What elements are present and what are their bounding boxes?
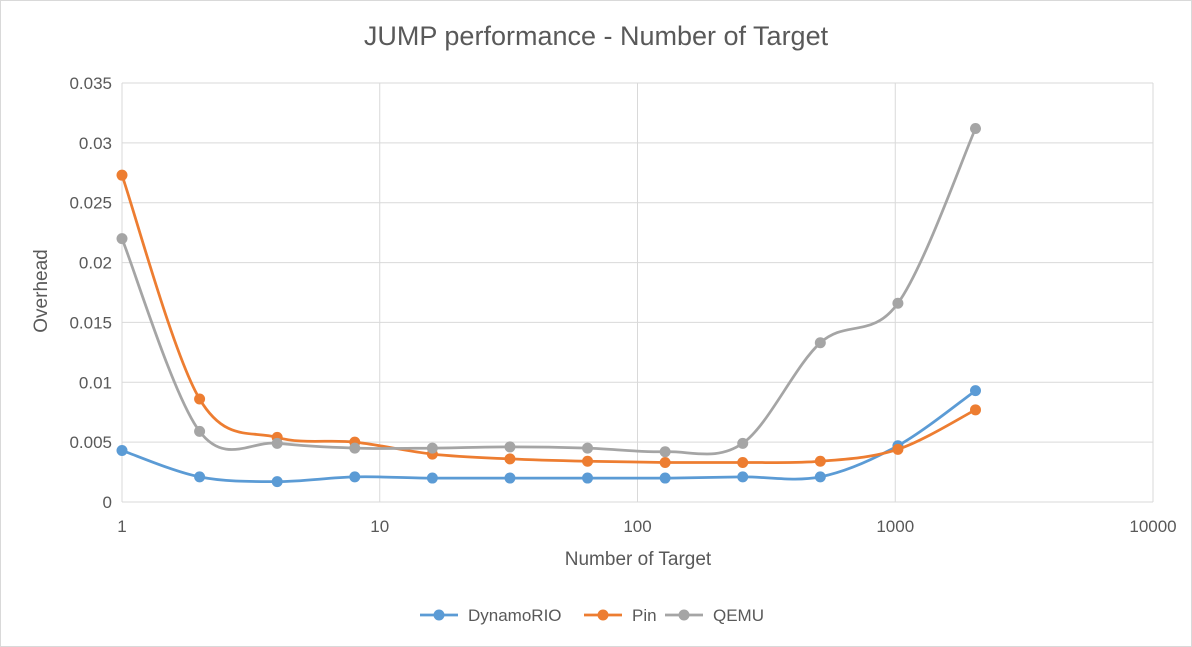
legend-label: Pin	[632, 606, 657, 625]
data-point	[116, 445, 128, 457]
y-tick-label: 0	[103, 493, 112, 512]
data-point	[737, 437, 749, 449]
data-point	[814, 471, 826, 483]
data-point	[814, 455, 826, 467]
series-pin	[116, 169, 981, 468]
data-point	[194, 471, 206, 483]
data-point	[194, 425, 206, 437]
legend: DynamoRIO Pin QEMU	[420, 606, 764, 625]
y-tick-label: 0.01	[79, 373, 112, 392]
series-line-dynamorio	[120, 389, 977, 483]
gridlines	[121, 82, 1154, 503]
data-point	[737, 456, 749, 468]
data-point	[349, 442, 361, 454]
data-point	[426, 472, 438, 484]
y-tick-label: 0.035	[69, 74, 112, 93]
data-point	[426, 442, 438, 454]
x-tick-label: 10000	[1129, 517, 1176, 536]
data-point	[659, 472, 671, 484]
legend-swatch-marker	[433, 609, 445, 621]
data-point	[504, 453, 516, 465]
x-axis-ticks: 1 10 100 1000 10000	[117, 517, 1176, 536]
data-point	[659, 446, 671, 458]
legend-label: DynamoRIO	[468, 606, 562, 625]
y-tick-label: 0.015	[69, 313, 112, 332]
data-point	[271, 476, 283, 488]
data-point	[969, 122, 981, 134]
y-axis-label: Overhead	[31, 249, 52, 332]
data-point	[737, 471, 749, 483]
data-point	[969, 385, 981, 397]
x-tick-label: 100	[623, 517, 651, 536]
series-line-pin	[120, 173, 977, 465]
data-point	[271, 437, 283, 449]
data-point	[116, 169, 128, 181]
series-group	[116, 122, 981, 488]
data-point	[814, 337, 826, 349]
data-point	[659, 456, 671, 468]
data-point	[582, 455, 594, 467]
data-point	[504, 472, 516, 484]
data-point	[892, 297, 904, 309]
y-tick-label: 0.005	[69, 433, 112, 452]
legend-label: QEMU	[713, 606, 764, 625]
legend-swatch-marker	[678, 609, 690, 621]
data-point	[892, 443, 904, 455]
data-point	[194, 393, 206, 405]
y-axis-ticks: 0 0.005 0.01 0.015 0.02 0.025 0.03 0.035	[69, 74, 112, 512]
data-point	[582, 472, 594, 484]
legend-item-pin: Pin	[584, 606, 657, 625]
x-tick-label: 1	[117, 517, 126, 536]
x-tick-label: 1000	[876, 517, 914, 536]
series-line-qemu	[120, 127, 977, 456]
x-axis-label: Number of Target	[565, 549, 712, 570]
chart-title: JUMP performance - Number of Target	[364, 21, 829, 51]
data-point	[582, 442, 594, 454]
data-point	[504, 441, 516, 453]
legend-item-dynamorio: DynamoRIO	[420, 606, 562, 625]
data-point	[349, 471, 361, 483]
y-tick-label: 0.02	[79, 254, 112, 273]
legend-item-qemu: QEMU	[665, 606, 764, 625]
y-tick-label: 0.03	[79, 134, 112, 153]
series-qemu	[116, 122, 981, 458]
data-point	[969, 404, 981, 416]
series-dynamorio	[116, 385, 981, 488]
y-tick-label: 0.025	[69, 194, 112, 213]
legend-swatch-marker	[597, 609, 609, 621]
x-tick-label: 10	[370, 517, 389, 536]
data-point	[116, 233, 128, 245]
